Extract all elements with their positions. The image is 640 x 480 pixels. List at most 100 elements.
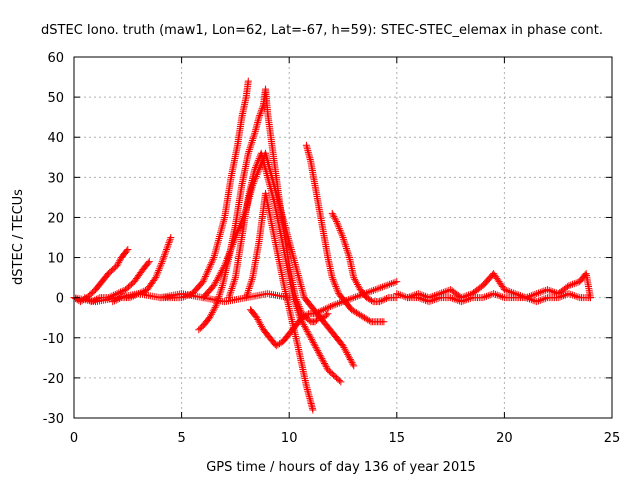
data-point <box>160 252 168 260</box>
data-point <box>378 283 386 291</box>
data-point <box>228 242 236 250</box>
data-point <box>232 232 240 240</box>
data-point <box>245 285 253 293</box>
data-point <box>333 217 341 225</box>
data-point <box>155 265 163 273</box>
data-point <box>230 237 238 245</box>
data-point <box>320 359 328 367</box>
data-point <box>346 295 354 303</box>
data-point <box>340 237 348 245</box>
data-point <box>225 249 233 257</box>
data-point <box>567 290 575 298</box>
data-point <box>421 296 429 304</box>
data-point <box>499 293 507 301</box>
data-point <box>245 147 253 155</box>
data-point <box>166 237 174 245</box>
data-point <box>350 362 358 370</box>
data-point <box>454 296 462 304</box>
data-point <box>434 294 442 302</box>
data-point <box>323 304 331 312</box>
data-point <box>572 292 580 300</box>
data-point <box>316 307 324 315</box>
data-series <box>70 290 293 306</box>
data-point <box>347 357 355 365</box>
data-point <box>308 335 316 343</box>
data-point <box>290 295 298 303</box>
data-point <box>216 289 224 297</box>
data-point <box>572 279 580 287</box>
data-point <box>479 294 487 302</box>
x-tick-label: 20 <box>496 431 513 446</box>
data-point <box>220 263 228 271</box>
data-point <box>249 135 257 143</box>
data-point <box>309 339 317 347</box>
data-point <box>448 294 456 302</box>
data-point <box>570 280 578 288</box>
data-point <box>256 110 264 118</box>
data-point <box>561 291 569 299</box>
data-point <box>373 285 381 293</box>
data-point <box>533 298 541 306</box>
data-point <box>342 243 350 251</box>
data-point <box>311 310 319 318</box>
data-point <box>227 246 235 254</box>
data-point <box>152 272 160 280</box>
data-point <box>164 240 172 248</box>
data-point <box>114 260 122 268</box>
data-point <box>457 298 465 306</box>
data-point <box>205 264 213 272</box>
y-tick-label: 20 <box>47 211 64 226</box>
data-point <box>328 274 336 282</box>
data-point <box>228 285 236 293</box>
x-tick-label: 5 <box>177 431 185 446</box>
data-point <box>341 239 349 247</box>
data-point <box>318 355 326 363</box>
data-point <box>158 259 166 267</box>
data-point <box>331 281 339 289</box>
data-point <box>330 213 338 221</box>
data-point <box>381 295 389 303</box>
data-point <box>490 290 498 298</box>
data-point <box>213 275 221 283</box>
data-point <box>163 246 171 254</box>
data-point <box>306 332 314 340</box>
data-point <box>493 291 501 299</box>
data-point <box>165 239 173 247</box>
data-point <box>248 138 256 146</box>
data-point <box>320 306 328 314</box>
data-point <box>348 294 356 302</box>
data-point <box>333 286 341 294</box>
data-point <box>497 292 505 300</box>
data-point <box>329 275 337 283</box>
data-point <box>533 290 541 298</box>
data-point <box>207 260 215 268</box>
data-point <box>369 286 377 294</box>
data-point <box>429 296 437 304</box>
data-point <box>229 239 237 247</box>
data-point <box>212 302 220 310</box>
data-point <box>556 293 564 301</box>
data-point <box>304 329 312 337</box>
data-point <box>230 277 238 285</box>
data-point <box>161 249 169 257</box>
data-point <box>123 247 131 255</box>
data-point <box>538 296 546 304</box>
data-point <box>155 266 163 274</box>
data-point <box>210 282 218 290</box>
data-point <box>214 273 222 281</box>
data-point <box>524 294 532 302</box>
data-point <box>312 343 320 351</box>
data-point <box>211 303 219 311</box>
data-point <box>203 269 211 277</box>
y-tick-label: 30 <box>47 171 64 186</box>
data-point <box>391 278 399 286</box>
data-series <box>246 278 401 350</box>
data-point <box>215 272 223 280</box>
data-point <box>166 235 174 243</box>
data-point <box>211 280 219 288</box>
data-point <box>400 292 408 300</box>
data-point <box>226 290 234 298</box>
data-series <box>242 189 317 414</box>
data-point <box>228 283 236 291</box>
data-point <box>248 275 256 283</box>
